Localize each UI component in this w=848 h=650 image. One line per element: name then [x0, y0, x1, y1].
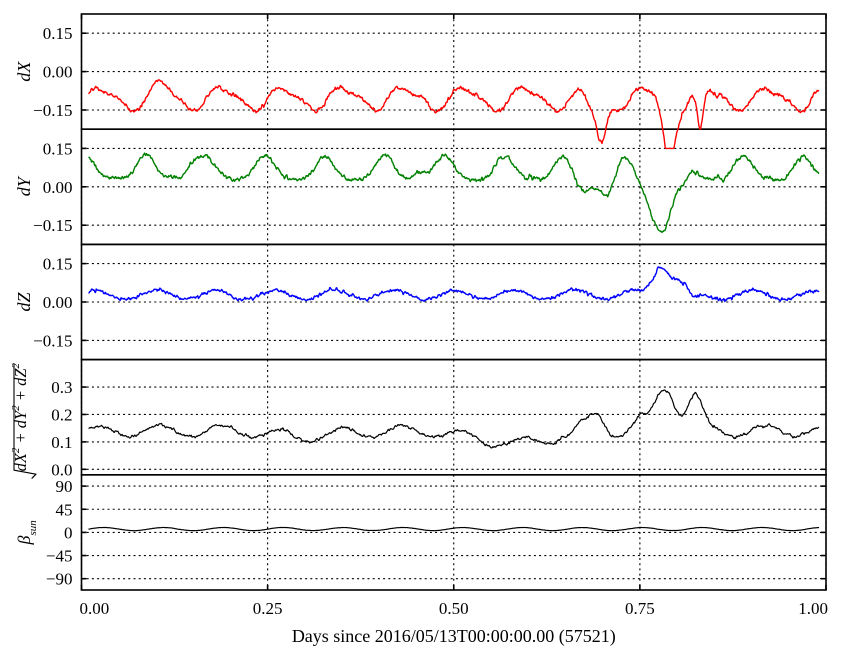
- svg-text:90: 90: [56, 477, 73, 496]
- svg-text:Days since 2016/05/13T00:00:00: Days since 2016/05/13T00:00:00.00 (57521…: [292, 626, 616, 647]
- svg-text:0.1: 0.1: [51, 433, 72, 452]
- svg-text:0.00: 0.00: [43, 63, 73, 82]
- svg-text:−0.15: −0.15: [33, 216, 72, 235]
- svg-text:0.2: 0.2: [51, 406, 72, 425]
- svg-text:0.75: 0.75: [625, 599, 655, 618]
- svg-text:0.15: 0.15: [43, 139, 73, 158]
- svg-text:1.00: 1.00: [798, 599, 828, 618]
- svg-text:dZ: dZ: [14, 292, 34, 312]
- svg-text:dX: dX: [14, 61, 34, 82]
- svg-text:−0.15: −0.15: [33, 101, 72, 120]
- svg-text:0.50: 0.50: [439, 599, 469, 618]
- svg-text:0.15: 0.15: [43, 24, 73, 43]
- svg-text:0.3: 0.3: [51, 378, 72, 397]
- svg-text:dX2 + dY2 + dZ2: dX2 + dY2 + dZ2: [10, 362, 30, 471]
- svg-text:0.00: 0.00: [43, 178, 73, 197]
- svg-text:0.15: 0.15: [43, 255, 73, 274]
- svg-text:0.00: 0.00: [43, 293, 73, 312]
- svg-text:dY: dY: [14, 175, 34, 196]
- svg-text:0.25: 0.25: [253, 599, 283, 618]
- svg-text:−45: −45: [46, 547, 73, 566]
- svg-text:0.00: 0.00: [80, 599, 110, 618]
- svg-text:−0.15: −0.15: [33, 331, 72, 350]
- svg-text:0: 0: [64, 523, 73, 542]
- svg-text:45: 45: [56, 500, 73, 519]
- svg-text:−90: −90: [46, 570, 73, 589]
